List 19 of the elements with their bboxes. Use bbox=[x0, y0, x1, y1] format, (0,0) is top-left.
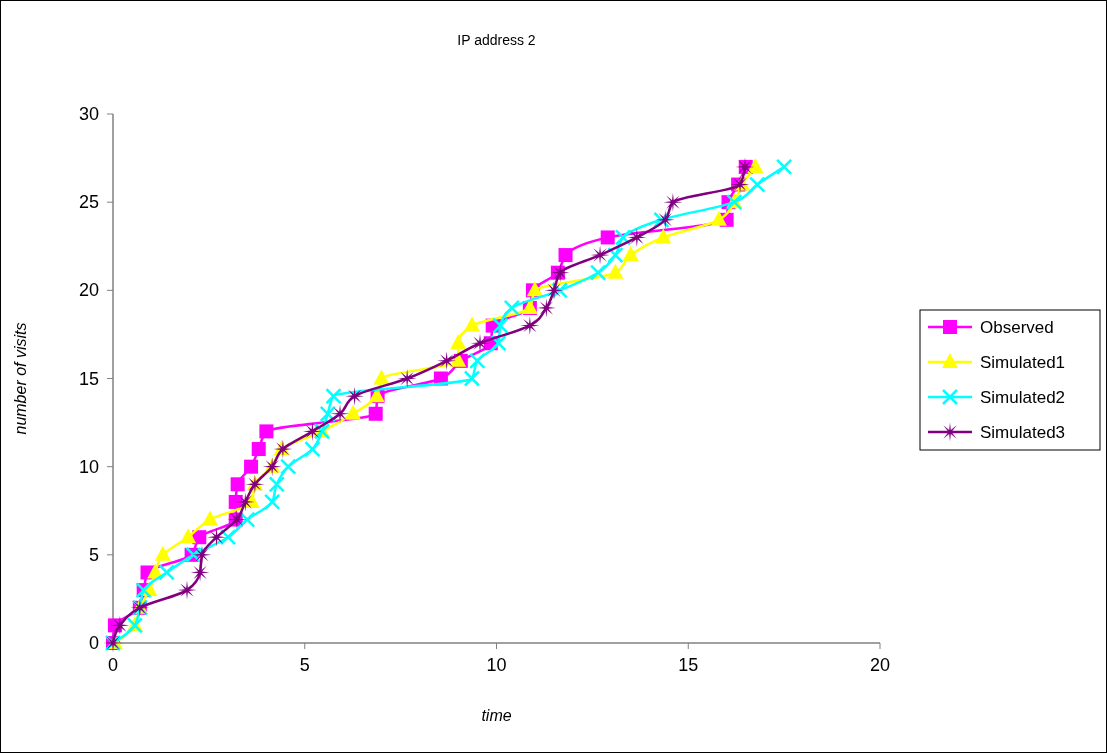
x-tick-label: 15 bbox=[678, 655, 699, 675]
y-tick-label: 10 bbox=[78, 456, 99, 477]
legend-label: Simulated1 bbox=[980, 353, 1066, 372]
chart-title: IP address 2 bbox=[457, 32, 536, 48]
x-tick-label: 5 bbox=[299, 655, 310, 675]
y-tick-label: 25 bbox=[78, 192, 99, 213]
x-axis-title: time bbox=[481, 707, 512, 724]
y-tick-label: 30 bbox=[78, 104, 99, 124]
y-tick-label: 20 bbox=[78, 280, 99, 301]
x-tick-label: 20 bbox=[869, 655, 891, 675]
y-tick-label: 15 bbox=[78, 368, 99, 389]
legend-label: Simulated3 bbox=[980, 423, 1066, 442]
legend-label: Observed bbox=[980, 318, 1054, 337]
x-tick-label: 10 bbox=[486, 655, 507, 675]
y-tick-label: 5 bbox=[88, 544, 99, 565]
y-axis-title: number of visits bbox=[12, 322, 29, 435]
x-tick-label: 0 bbox=[107, 655, 119, 675]
y-tick-label: 0 bbox=[88, 633, 99, 653]
legend-label: Simulated2 bbox=[980, 388, 1066, 407]
